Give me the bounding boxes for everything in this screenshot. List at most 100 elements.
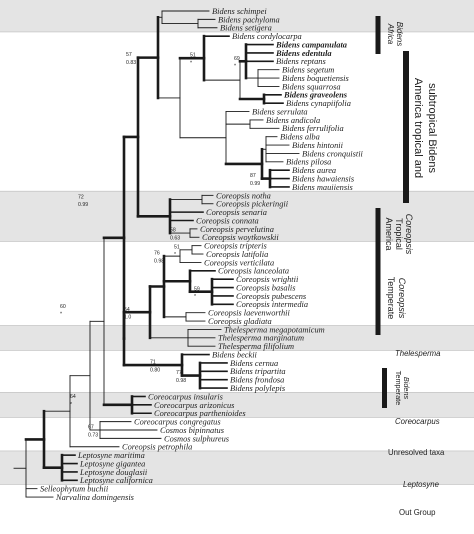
taxon-label: Coreopsis basalis [236, 283, 296, 292]
support-value-bottom: 0.83 [126, 60, 136, 66]
taxon-label: Bidens alba [280, 133, 320, 142]
support-value-bottom: 0.99 [78, 202, 88, 208]
taxon-label: Coreopsis woytkowskii [202, 233, 279, 242]
group-band [0, 191, 474, 242]
branch-layer [13, 10, 300, 498]
support-value-top: 87 [250, 173, 256, 179]
support-value-bottom: * [194, 294, 196, 300]
africa-bidens-bar [375, 16, 381, 54]
group-shading-layer [0, 0, 474, 485]
taxon-label: Bidens beckii [212, 350, 258, 359]
support-value-bottom: * [70, 402, 72, 408]
taxon-label: Bidens mauiiensis [292, 183, 353, 192]
temperate-bidens-label-line2: Bidens [402, 377, 411, 400]
temperate-bidens-bar [382, 368, 387, 408]
support-value-top: 51 [190, 53, 196, 59]
taxon-label: Thelesperma marginatum [218, 334, 304, 343]
taxon-label: Bidens campanulata [275, 40, 347, 49]
temperate-coreopsis-label-line1: Temperate [386, 277, 396, 320]
taxon-label: Bidens hintonii [292, 141, 344, 150]
taxon-label: Bidens pachyloma [218, 15, 280, 24]
support-value-bottom: * [234, 64, 236, 70]
support-value-top: 77 [176, 370, 182, 376]
taxon-label: Coreocarpus congregatus [134, 418, 221, 427]
taxon-label: Coreocarpus parthenioides [154, 409, 246, 418]
support-value-top: 58 [170, 228, 176, 234]
taxon-label: Bidens hawaiensis [292, 175, 354, 184]
support-value-top: 57 [126, 52, 132, 58]
america-tropical-bidens-label-line1: America tropical and [412, 78, 424, 178]
support-value-bottom: 1.0 [124, 315, 131, 321]
taxon-label: Bidens ferrulifolia [282, 124, 344, 133]
taxon-label: Thelesperma megapotamicum [224, 325, 325, 334]
taxon-label: Selleophytum buchii [40, 485, 109, 494]
support-value-bottom: 0.80 [150, 367, 160, 373]
taxon-label: Bidens segetum [282, 66, 334, 75]
taxon-label: Coreocarpus arizonicus [154, 401, 234, 410]
group-label-layer: Africa Bidens America tropical and subtr… [375, 16, 445, 517]
taxon-label: Leptosyne douglasii [79, 468, 148, 477]
group-band [0, 450, 474, 485]
group-band [0, 0, 474, 32]
thelesperma-label: Thelesperma [395, 349, 441, 358]
support-value-bottom: * [190, 61, 192, 67]
america-tropical-bidens-label-line2: subtropical Bidens [426, 83, 438, 173]
taxon-label: Coreopsis tripteris [204, 242, 267, 251]
taxon-label: Coreopsis pervelutina [200, 225, 274, 234]
coreocarpus-label: Coreocarpus [395, 417, 440, 426]
taxon-label: Leptosyne gigantea [79, 459, 145, 468]
support-value-top: 60 [60, 304, 66, 310]
taxon-label: Bidens schimpei [212, 7, 267, 16]
support-value-bottom: 0.73 [88, 432, 98, 438]
taxon-label: Coreopsis verticilata [204, 258, 274, 267]
taxon-label: Bidens pilosa [286, 158, 331, 167]
taxon-label: Bidens frondosa [230, 376, 284, 385]
support-value-top: 64 [70, 394, 76, 400]
taxon-label: Narvalina domingensis [55, 493, 134, 502]
taxon-label: Bidens reptans [276, 57, 326, 66]
support-value-top: 51 [174, 244, 180, 250]
support-value-bottom: 0.99 [250, 181, 260, 187]
taxon-label: Cosmos sulphureus [164, 434, 229, 443]
africa-bidens-label-line1: Africa [386, 23, 395, 45]
tropical-coreopsis-label-line2: Tropical [394, 218, 404, 250]
taxon-label: Coreopsis pubescens [236, 292, 306, 301]
taxon-label: Thelesperma filifolium [218, 342, 294, 351]
support-value-bottom: * [60, 312, 62, 318]
taxon-label: Bidens cynapiifolia [286, 99, 351, 108]
tropical-coreopsis-label-line3: Coreopsis [404, 214, 414, 255]
taxon-label: Leptosyne californica [79, 476, 153, 485]
taxon-label: Bidens setigera [220, 24, 272, 33]
taxon-label: Bidens cronquistii [302, 149, 364, 158]
taxon-label: Bidens tripartita [230, 367, 286, 376]
support-value-bottom: * [174, 252, 176, 258]
leptosyne-label: Leptosyne [403, 480, 440, 489]
taxon-label: Coreopsis petrophila [122, 443, 192, 452]
taxon-label: Coreopsis pickeringii [216, 200, 289, 209]
temperate-coreopsis-bar [375, 260, 381, 335]
taxon-label: Coreocarpus insularis [148, 392, 223, 401]
temperate-bidens-label-line1: Temperate [394, 371, 403, 405]
support-value-top: 69 [234, 56, 240, 62]
group-band [0, 392, 474, 418]
taxon-label: Bidens squarrosa [282, 82, 341, 91]
taxon-label: Coreopsis gladiata [208, 317, 272, 326]
taxon-label: Leptosyne maritima [77, 451, 145, 460]
taxon-label: Coreopsis laevenworthii [208, 309, 290, 318]
taxon-label: Coreopsis senaria [206, 208, 267, 217]
temperate-coreopsis-label-line2: Coreopsis [397, 278, 407, 319]
outgroup-label: Out Group [399, 508, 436, 517]
support-value-top: 54 [124, 307, 130, 313]
taxon-label: Bidens boquetiensis [282, 74, 349, 83]
taxon-label: Bidens cordylocarpa [232, 32, 302, 41]
support-value-top: 71 [150, 360, 156, 366]
tropical-coreopsis-bar [375, 208, 381, 260]
support-value-top: 72 [78, 194, 84, 200]
taxon-label: Coreopsis lanceolata [218, 267, 289, 276]
support-value-bottom: 0.98 [176, 378, 186, 384]
taxon-label: Bidens andicola [266, 116, 320, 125]
support-value-layer: 69 * 51 * 87 0.99 57 0.83 580.63 51 * 76 0.98 59 * 72 0.… [60, 52, 260, 438]
